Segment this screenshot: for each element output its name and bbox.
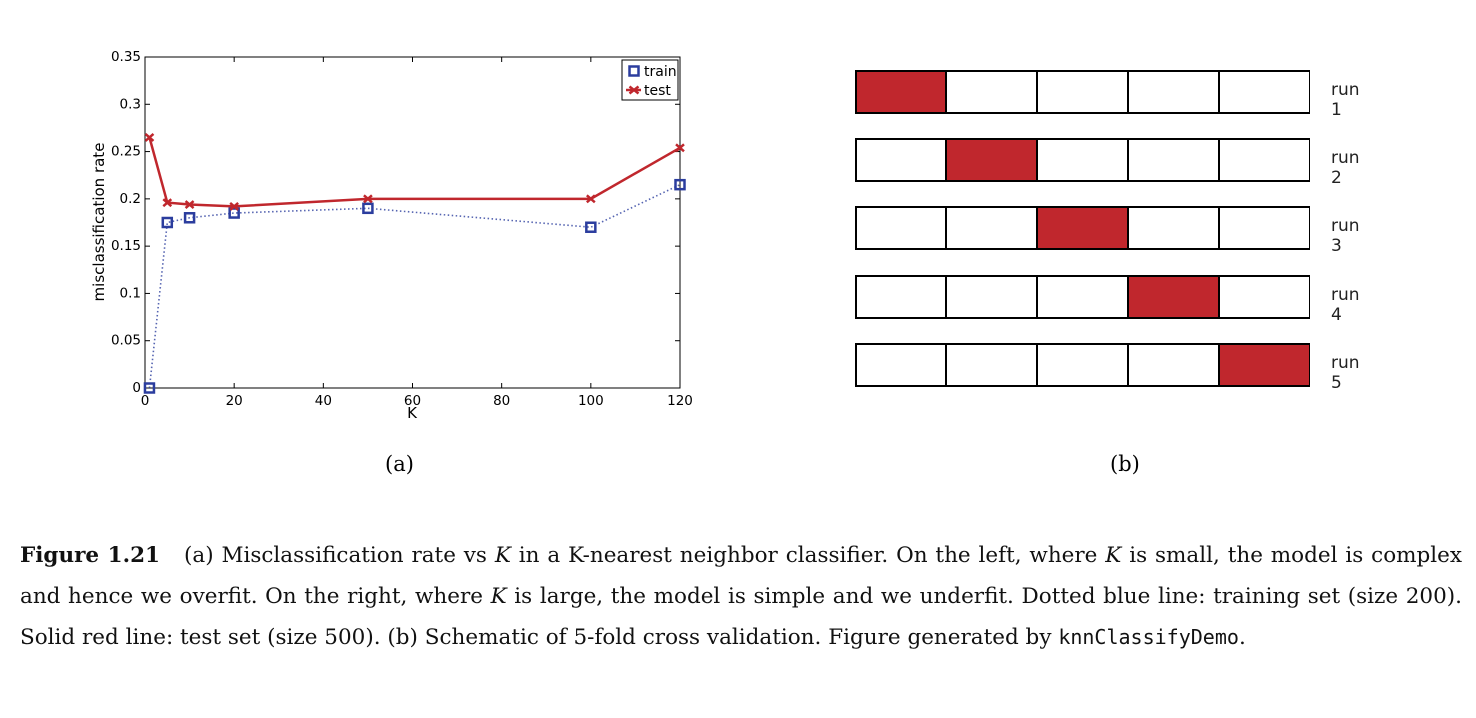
plot-area — [144, 56, 681, 389]
figure-caption: Figure 1.21 (a) Misclassification rate vs… — [20, 535, 1462, 658]
cv-run-row: run 1 — [855, 70, 1360, 120]
x-tick-label: 60 — [404, 393, 421, 409]
data-point-test — [675, 143, 685, 153]
data-point-train — [143, 382, 156, 394]
figure-label: Figure 1.21 — [20, 543, 160, 568]
train-fold-cell — [855, 275, 946, 319]
run-label: run 5 — [1331, 353, 1360, 393]
train-fold-cell — [946, 275, 1037, 319]
y-tick-label: 0.25 — [111, 144, 141, 160]
data-point-test — [229, 201, 239, 211]
train-fold-cell — [946, 343, 1037, 387]
data-point-train — [183, 212, 196, 224]
caption-var-k: K — [490, 584, 507, 609]
y-tick-label: 0.15 — [111, 238, 141, 254]
y-tick-label: 0.1 — [120, 285, 141, 301]
data-point-test — [144, 132, 155, 142]
x-tick-label: 40 — [315, 393, 332, 409]
caption-var-k: K — [494, 543, 511, 568]
train-fold-cell — [946, 206, 1037, 250]
x-tick-label: 0 — [141, 393, 150, 409]
y-tick-label: 0.3 — [120, 96, 141, 112]
caption-text-2: in a K-nearest neighbor classifier. On t… — [510, 543, 1106, 568]
x-tick-label: 20 — [226, 393, 243, 409]
caption-text-4: is large, the model is simple and we und… — [20, 584, 1462, 650]
test-fold-cell — [855, 70, 946, 114]
legend-train-label: train — [644, 64, 677, 80]
legend: train test — [621, 59, 679, 101]
data-point-test — [363, 194, 373, 204]
train-fold-cell — [1128, 206, 1219, 250]
test-fold-cell — [1219, 343, 1310, 387]
caption-code: knnClassifyDemo — [1058, 625, 1239, 649]
test-fold-cell — [1037, 206, 1128, 250]
y-tick-label: 0.2 — [120, 191, 141, 207]
x-axis-label: K — [407, 404, 418, 422]
train-fold-cell — [946, 70, 1037, 114]
y-axis-label: misclassification rate — [90, 143, 108, 302]
x-tick-label: 80 — [493, 393, 510, 409]
train-fold-cell — [1219, 275, 1310, 319]
x-tick-label: 120 — [667, 393, 693, 409]
y-tick-label: 0.35 — [111, 49, 141, 65]
legend-test-label: test — [644, 83, 671, 99]
data-point-train — [362, 202, 374, 215]
subcaption-a: (a) — [385, 452, 414, 476]
train-fold-cell — [1037, 343, 1128, 387]
caption-end: . — [1238, 625, 1246, 650]
train-fold-cell — [1219, 206, 1310, 250]
caption-var-k: K — [1105, 543, 1122, 568]
data-point-train — [585, 221, 597, 233]
run-label: run 3 — [1331, 216, 1360, 256]
cv-run-row: run 5 — [855, 343, 1360, 393]
misclassification-chart: 0 20 40 60 80 100 120 0 0.05 0.1 0.15 0.2 0.25 0.3 0.3… — [90, 49, 693, 422]
train-fold-cell — [1128, 343, 1219, 387]
cv-run-row: run 3 — [855, 206, 1360, 256]
train-fold-cell — [1037, 275, 1128, 319]
run-label: run 2 — [1331, 148, 1360, 188]
data-point-train — [161, 216, 174, 229]
test-fold-cell — [1128, 275, 1219, 319]
data-point-test — [586, 194, 596, 204]
cv-run-row: run 4 — [855, 275, 1360, 325]
data-point-train — [674, 178, 686, 191]
train-fold-cell — [1037, 70, 1128, 114]
x-tick-label: 100 — [578, 393, 604, 409]
train-fold-cell — [1219, 70, 1310, 114]
y-tick-label: 0.05 — [111, 333, 141, 349]
train-fold-cell — [1128, 138, 1219, 182]
train-fold-cell — [855, 343, 946, 387]
run-label: run 4 — [1331, 285, 1360, 325]
train-fold-cell — [1128, 70, 1219, 114]
test-fold-cell — [946, 138, 1037, 182]
legend-test-marker — [628, 85, 640, 95]
data-point-train — [228, 207, 240, 219]
train-fold-cell — [1219, 138, 1310, 182]
y-tick-label: 0 — [132, 380, 141, 396]
train-fold-cell — [855, 206, 946, 250]
caption-text-1: (a) Misclassification rate vs — [184, 543, 495, 568]
cv-run-row: run 2 — [855, 138, 1360, 188]
caption-text-3: is small, the model is complex and hence… — [20, 543, 1463, 609]
legend-train-marker — [628, 65, 640, 77]
data-point-test — [184, 200, 195, 209]
train-fold-cell — [1037, 138, 1128, 182]
run-label: run 1 — [1331, 80, 1360, 120]
data-point-test — [162, 198, 173, 208]
train-fold-cell — [855, 138, 946, 182]
subcaption-b: (b) — [1110, 452, 1140, 476]
